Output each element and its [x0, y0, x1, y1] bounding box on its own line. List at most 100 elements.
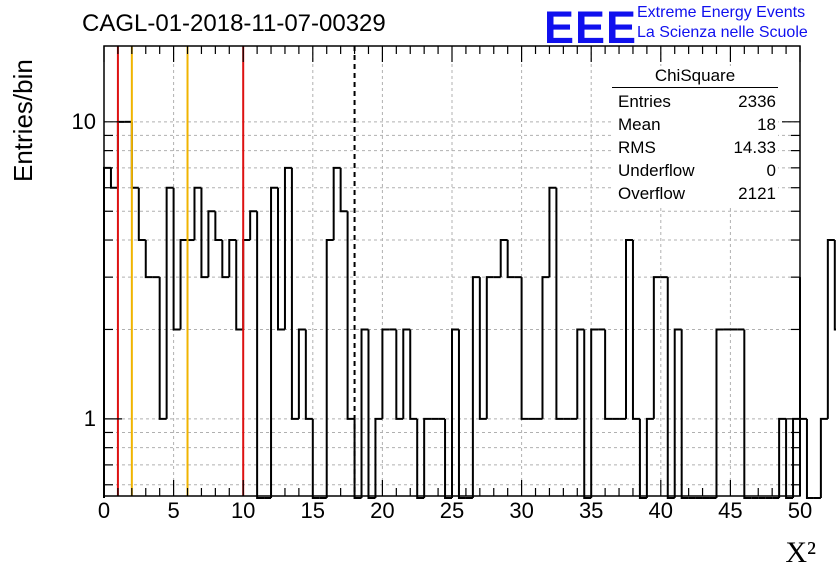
stats-label: RMS — [618, 138, 656, 157]
stats-value: 18 — [757, 115, 776, 134]
stats-label: Mean — [618, 115, 661, 134]
x-tick-label: 50 — [787, 498, 813, 523]
histogram-bin — [506, 240, 515, 279]
histogram-bin — [520, 277, 529, 420]
stats-row-underflow: Underflow 0 — [612, 159, 778, 182]
histogram-bin — [374, 417, 383, 498]
stats-row-entries: Entries 2336 — [612, 90, 778, 113]
histogram-bin — [792, 417, 800, 498]
histogram-bin — [541, 276, 550, 419]
histogram-bin — [402, 328, 411, 419]
histogram-bin — [395, 329, 404, 420]
histogram-bin — [645, 417, 654, 498]
stats-row-overflow: Overflow 2121 — [612, 182, 778, 205]
histogram-bin — [179, 239, 188, 330]
histogram-bin — [339, 167, 348, 213]
histogram-bin — [638, 418, 647, 499]
histogram-bin — [778, 417, 787, 498]
histogram-bin — [332, 166, 341, 241]
histogram-bin — [381, 328, 390, 419]
stats-row-mean: Mean 18 — [612, 113, 778, 136]
histogram-bin — [116, 120, 125, 188]
histogram-bin — [499, 239, 508, 278]
stats-value: 2336 — [738, 92, 776, 111]
histogram-bin — [283, 166, 292, 330]
histogram-bin — [256, 211, 265, 499]
histogram-bin — [346, 211, 355, 420]
histogram-bin — [819, 417, 828, 498]
logo-caption-line2: La Scienza nelle Scuole — [637, 24, 808, 41]
histogram-bin — [172, 187, 181, 331]
histogram-bin — [277, 187, 285, 331]
histogram-bin — [130, 121, 139, 189]
histogram-bin — [228, 239, 237, 278]
chart-title: CAGL-01-2018-11-07-00329 — [82, 10, 386, 37]
histogram-bin — [666, 277, 675, 499]
histogram-bin — [583, 329, 592, 499]
histogram-bin — [416, 418, 425, 499]
histogram-bin — [311, 418, 320, 499]
plot-frame — [103, 45, 801, 497]
histogram-bin — [743, 329, 752, 499]
stats-title: ChiSquare — [612, 66, 778, 88]
x-axis-label: X² — [785, 536, 816, 569]
x-tick-label: 35 — [578, 498, 604, 523]
histogram-bin — [367, 329, 376, 499]
histogram-bin — [471, 276, 480, 498]
axis-ticks-layer — [103, 46, 801, 496]
histogram-bin — [304, 329, 313, 420]
histogram-bin — [409, 329, 418, 420]
histogram-bin — [457, 329, 466, 499]
histogram-bin — [270, 186, 278, 498]
histogram-bin — [604, 329, 613, 420]
logo-caption-line1: Extreme Energy Events — [637, 4, 806, 21]
x-tick-label: 25 — [439, 498, 465, 523]
histogram-bin — [137, 187, 146, 242]
x-tick-label: 30 — [509, 498, 534, 523]
histogram-bin — [548, 186, 557, 278]
stats-label: Overflow — [618, 184, 686, 203]
reference-lines-layer — [116, 46, 356, 496]
histogram-bin — [451, 328, 459, 498]
stats-value: 14.33 — [733, 138, 776, 157]
histogram-bin — [242, 239, 251, 330]
stats-row-rms: RMS 14.33 — [612, 136, 778, 159]
histogram-bin — [103, 166, 111, 498]
histogram-bin — [290, 167, 299, 420]
y-tick-label: 10 — [71, 108, 96, 134]
stats-box: ChiSquare Entries 2336 Mean 18 RMS 14.33… — [612, 66, 778, 205]
histogram-bin — [478, 277, 487, 420]
x-tick-label: 40 — [648, 498, 674, 523]
histogram-bin — [109, 167, 118, 189]
histogram-bin — [165, 186, 174, 419]
histogram-bin — [353, 418, 362, 499]
stats-label: Entries — [618, 92, 671, 111]
histogram-bin — [200, 187, 209, 279]
histogram-bin — [631, 240, 640, 420]
histogram-bin — [144, 240, 153, 279]
histogram-bin — [297, 328, 306, 419]
y-axis-label: Entries/bin — [8, 59, 38, 182]
histogram-bin — [360, 328, 369, 498]
histogram-bin — [826, 239, 835, 419]
x-tick-label: 5 — [167, 498, 180, 523]
histogram-bin — [235, 240, 244, 331]
histogram-bin — [555, 187, 564, 420]
histogram-bin — [785, 418, 794, 499]
x-tick-label: 0 — [97, 498, 111, 523]
histogram-bin — [805, 418, 814, 499]
histogram-bin — [590, 328, 599, 498]
histogram-bin — [325, 239, 334, 498]
histogram-bin — [673, 328, 682, 498]
stats-value: 2121 — [738, 184, 776, 203]
histogram-bin — [625, 239, 633, 419]
x-tick-label: 45 — [718, 498, 743, 523]
histogram-bin — [652, 276, 661, 419]
histogram-bin — [576, 328, 585, 419]
x-tick-label: 10 — [230, 498, 256, 523]
histogram-bin — [423, 417, 432, 498]
histogram-bin — [193, 186, 202, 241]
x-tick-label: 20 — [370, 498, 395, 523]
y-tick-label: 1 — [83, 405, 96, 431]
